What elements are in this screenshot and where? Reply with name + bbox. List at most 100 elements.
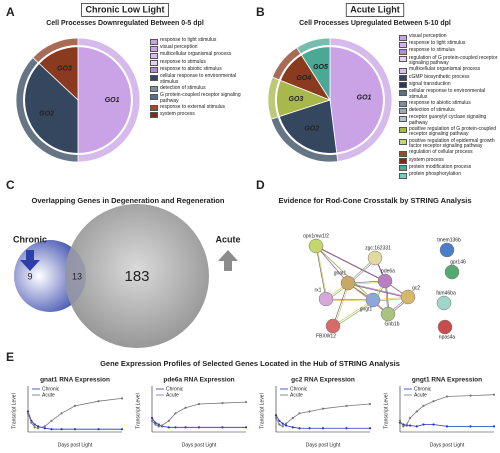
data-point [291,426,294,429]
node-label: npas4a [439,334,456,340]
data-point [422,423,425,426]
data-point [184,426,187,429]
legend: visual perception response to light stimu… [399,33,499,179]
node [318,291,334,307]
legend-label: multicellular organismal process [160,51,232,58]
pie-ring [32,37,79,64]
legend-item: protein modification process [399,163,499,172]
data-point [50,419,53,422]
legend-label: response to light stimulus [409,40,466,47]
slice-label: GO2 [39,110,54,117]
pie-slice [278,99,338,154]
data-point [278,419,281,422]
legend-item: regulation of G protein-coupled receptor… [399,54,499,67]
data-point [402,425,405,428]
node [367,250,383,266]
legend-swatch [399,101,407,108]
x-axis-label: Days post Light [58,442,93,448]
data-point [274,414,278,417]
node-label: Gnb1b [384,321,399,327]
legend-item: visual perception [399,33,499,41]
data-point [244,401,248,404]
legend-swatch [399,67,407,74]
legend-swatch [150,112,158,119]
legend-item: system process [150,111,246,119]
node [400,289,416,305]
legend-item: response to abiotic stimulus [399,100,499,108]
series-line [399,394,495,427]
legend-label: receptor guanylyl cyclase signaling path… [409,114,487,126]
data-point [321,407,325,410]
edge [332,299,374,327]
data-point [368,427,372,430]
data-point [408,424,412,427]
panel-letter: D [256,178,265,192]
data-point [469,425,472,428]
legend-item: system process [399,157,499,165]
data-point [274,416,278,420]
legend-label: Chronic [42,386,60,392]
x-axis-label: Days post Light [430,442,465,448]
venn-set [65,204,209,348]
data-point [154,423,157,426]
legend-item: multicellular organismal process [399,67,499,74]
series-line [399,422,494,427]
data-point [244,426,248,429]
pie-slice [77,46,132,154]
node [365,292,381,308]
legend-label: cellular response to environmental stimu… [160,72,237,85]
data-point [308,410,311,413]
legend-swatch [150,45,158,52]
legend-swatch [399,108,407,115]
legend-swatch [399,115,407,122]
slice-label: GO3 [289,96,304,103]
data-point [30,421,33,424]
venn-count: 183 [124,268,149,285]
legend-label: detection of stimulus [409,106,455,113]
data-point [405,423,408,426]
slice-label: GO2 [304,126,319,133]
data-point [469,394,472,397]
node-label: tmem136b [437,237,461,243]
data-point [60,412,63,415]
data-point [73,428,77,431]
data-point [345,404,348,407]
node [439,242,455,258]
chart-title: Chronic Low Light [86,4,165,14]
legend-item: response to stimulus [399,48,499,55]
data-point [157,423,160,426]
legend-label: cellular response to environmental stimu… [409,87,486,100]
panel-letter: E [6,350,14,364]
legend-item: response to stimulus [150,59,246,67]
data-point [197,402,201,406]
x-axis-label: Days post Light [182,442,217,448]
node [437,319,453,335]
panel-letter: A [6,5,15,19]
node [436,295,452,311]
legend-label: positive regulation of epidermal growth … [409,137,495,150]
data-point [398,419,402,422]
pie-slice [300,46,331,102]
legend-label: Acute [290,392,303,398]
edge [317,246,387,283]
legend-swatch [399,172,407,179]
data-point [308,427,311,430]
data-point [154,421,157,424]
legend-label: Chronic [414,386,432,392]
legend-label: regulation of G protein-coupled receptor… [409,54,498,67]
pie-ring [296,37,331,55]
panel-letter: B [256,5,265,19]
data-point [174,426,177,429]
data-point [298,427,301,430]
data-point [60,428,63,431]
legend-swatch [150,60,158,67]
chart-title: Evidence for Rod-Cone Crosstalk by STRIN… [278,196,471,205]
data-point [120,428,124,431]
legend-label: protein modification process [409,163,472,170]
edge [315,245,327,300]
legend-swatch [399,41,407,48]
legend-item: detection of stimulus [399,106,499,115]
series-line [151,417,246,428]
legend-item: positive regulation of G protein-coupled… [399,126,499,138]
edge [332,282,349,327]
